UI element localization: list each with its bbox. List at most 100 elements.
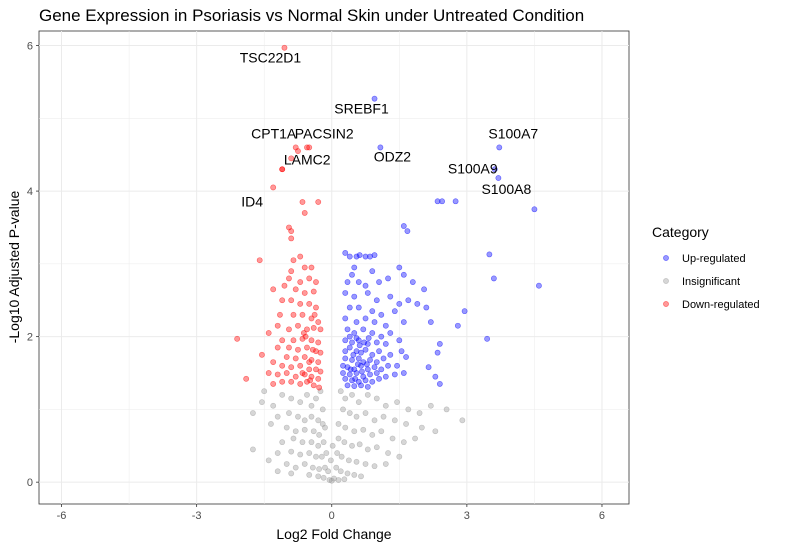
gene-label: CPT1A [251,125,297,141]
down-regulated-point [310,382,317,389]
insignificant-point [306,450,313,456]
up-regulated-point [394,362,400,369]
insignificant-point [329,442,336,449]
down-regulated-point [270,359,277,365]
insignificant-point [316,466,323,472]
gene-label: ODZ2 [374,148,412,164]
down-regulated-point [286,224,292,231]
insignificant-point [380,413,387,420]
up-regulated-point [344,364,351,371]
insignificant-point [403,421,409,427]
down-regulated-point [299,311,306,318]
insignificant-point [322,424,328,431]
up-regulated-point [365,335,372,341]
up-regulated-point [342,315,349,322]
insignificant-point [283,424,290,431]
insignificant-point [416,410,423,416]
insignificant-point [313,395,319,402]
insignificant-point [288,395,295,402]
down-regulated-point [306,275,313,282]
up-regulated-point [378,311,385,318]
insignificant-point [261,388,268,395]
insignificant-point [371,417,378,424]
up-regulated-point [373,370,380,376]
down-regulated-point [274,344,281,351]
down-regulated-point [304,326,310,333]
insignificant-point [443,406,450,413]
insignificant-point [250,410,256,416]
down-regulated-point [297,253,304,260]
insignificant-point [279,391,286,398]
up-regulated-point [373,339,380,346]
down-regulated-point [290,311,297,318]
insignificant-point [371,463,378,470]
up-regulated-point [434,349,441,356]
legend-label: Down-regulated [682,299,760,311]
down-regulated-points [234,144,324,391]
y-tick-label: 0 [27,477,33,489]
up-regulated-point [346,253,353,260]
up-regulated-point [346,371,353,378]
insignificant-point [335,477,342,483]
down-regulated-point [279,297,286,304]
gene-label: LAMC2 [284,151,331,167]
up-regulated-point [353,319,360,325]
up-regulated-point [349,339,355,346]
down-regulated-point [315,359,322,365]
down-regulated-point [304,378,310,385]
insignificant-point [265,457,272,464]
insignificant-point [315,417,322,424]
up-regulated-point [486,251,493,258]
insignificant-point [378,428,385,435]
insignificant-point [335,421,342,427]
insignificant-point [351,428,358,435]
up-regulated-point [367,357,373,363]
insignificant-point [304,391,310,398]
down-regulated-point [279,378,286,385]
insignificant-point [394,399,400,406]
up-regulated-point [373,359,380,365]
up-regulated-point [362,377,369,384]
up-regulated-point [376,375,382,382]
insignificant-point [250,446,256,453]
gene-label: PACSIN2 [295,125,354,141]
down-regulated-point [295,346,301,353]
insignificant-point [316,431,323,438]
down-regulated-point [317,368,324,375]
insignificant-points [250,388,466,484]
insignificant-point [353,458,360,465]
up-regulated-point [353,348,360,355]
y-axis-title: -Log10 Adjusted P-value [6,191,22,344]
insignificant-point [331,475,337,482]
up-regulated-point [349,377,355,384]
up-regulated-point [364,290,371,296]
up-regulated-point [351,383,358,390]
insignificant-point [349,442,355,449]
up-regulated-point [344,382,351,389]
down-regulated-point [306,300,313,307]
down-regulated-point [283,354,290,360]
up-regulated-point [400,370,407,376]
down-regulated-point [297,300,304,307]
insignificant-point [382,402,389,409]
legend-key [663,278,669,284]
up-regulated-point [364,383,371,390]
insignificant-point [268,421,274,427]
up-regulated-point [382,322,389,329]
up-regulated-point [373,297,380,304]
up-regulated-point [351,330,358,336]
insignificant-point [364,391,371,398]
up-regulated-point [427,319,434,325]
y-tick-label: 4 [27,186,33,198]
insignificant-point [364,446,371,453]
insignificant-point [396,453,403,460]
up-regulated-point [360,326,367,333]
up-regulated-point [376,348,382,355]
insignificant-point [427,402,434,409]
up-regulated-point [369,330,376,336]
down-regulated-point [308,357,315,363]
down-regulated-point [317,349,324,356]
up-regulated-point [358,382,364,389]
